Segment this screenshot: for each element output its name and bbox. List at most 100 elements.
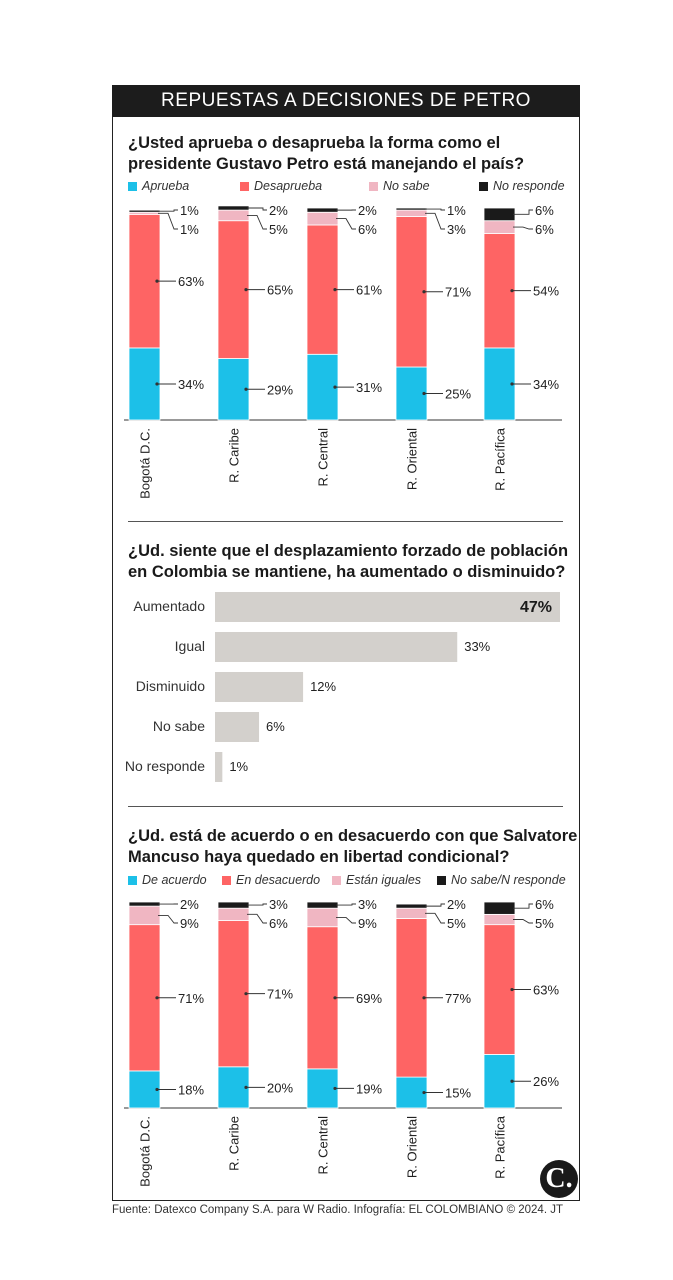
legend-label: De acuerdo: [142, 873, 207, 887]
category-label: R. Pacífica: [493, 427, 508, 491]
data-label: 54%: [533, 284, 559, 299]
label-leader-dot: [333, 385, 337, 389]
data-label: 34%: [178, 377, 204, 392]
category-label: R. Caribe: [227, 1116, 242, 1171]
data-label: 2%: [180, 897, 199, 912]
category-label: R. Oriental: [405, 428, 420, 490]
label-leader-dot: [244, 288, 248, 292]
category-label: R. Central: [316, 428, 331, 487]
bar-segment-de-acuerdo: [217, 1066, 250, 1109]
label-leader: [513, 226, 533, 230]
label-leader-dot: [333, 288, 337, 292]
data-label: 71%: [267, 987, 293, 1002]
data-label: 6%: [358, 222, 377, 237]
label-leader-dot: [510, 987, 514, 992]
chart1-stacked-bars: 34% 63% 1% 1% Bogotá D.C. 29% 65% 2% 5% R. Caribe…: [124, 203, 562, 499]
chart3-title-line1: ¿Ud. está de acuerdo o en desacuerdo con…: [128, 827, 578, 845]
label-leader: [158, 212, 178, 230]
section-divider: [128, 521, 563, 522]
data-label: 71%: [178, 991, 204, 1006]
bar-segment-no-sabe-n-responde: [306, 901, 339, 909]
bar-segment-en-desacuerdo: [395, 918, 428, 1078]
label-leader: [247, 207, 267, 211]
label-leader-dot: [244, 1085, 248, 1089]
chart3-legend-item-2: En desacuerdo: [222, 873, 320, 887]
bar-segment-aprueba: [306, 353, 339, 421]
chart1-title-line2: presidente Gustavo Petro está manejando …: [128, 155, 525, 173]
label-leader: [247, 903, 267, 906]
bar-segment-est-n-iguales: [306, 907, 339, 928]
label-leader: [513, 919, 533, 924]
chart1-title: ¿Usted aprueba o desaprueba la forma com…: [128, 133, 524, 175]
hbar: [215, 712, 260, 742]
label-leader: [513, 209, 533, 215]
legend-label: No responde: [493, 179, 565, 193]
bar-segment-no-sabe-n-responde: [483, 901, 516, 915]
chart3-title: ¿Ud. está de acuerdo o en desacuerdo con…: [128, 826, 577, 868]
label-leader: [513, 903, 533, 909]
data-label: 33%: [464, 639, 490, 654]
data-label: 9%: [358, 916, 377, 931]
legend-label: Aprueba: [142, 179, 190, 193]
category-label: No sabe: [153, 718, 205, 734]
category-label: Aumentado: [133, 598, 205, 614]
data-label: 34%: [533, 377, 559, 392]
bar-segment-no-sabe-n-responde: [217, 901, 250, 909]
data-label: 6%: [269, 916, 288, 931]
legend-swatch-pink: [332, 875, 341, 885]
legend-swatch-blue: [128, 875, 137, 885]
bar-segment-en-desacuerdo: [306, 926, 339, 1070]
label-leader: [336, 218, 356, 230]
category-label: Bogotá D.C.: [138, 428, 153, 499]
data-label: 31%: [356, 380, 382, 395]
data-label: 2%: [269, 203, 288, 218]
infographic-header: REPUESTAS A DECISIONES DE PETRO: [112, 85, 580, 117]
category-label: No responde: [125, 758, 205, 774]
data-label: 77%: [445, 991, 471, 1006]
label-leader-dot: [244, 992, 248, 996]
label-leader-dot: [422, 290, 426, 294]
data-label: 47%: [520, 599, 552, 616]
category-label: R. Caribe: [227, 428, 242, 483]
bar-segment-de-acuerdo: [306, 1068, 339, 1109]
label-leader-dot: [333, 1086, 337, 1091]
label-leader: [247, 214, 267, 230]
label-leader: [247, 913, 267, 924]
bar-segment-est-n-iguales: [128, 905, 161, 926]
data-label: 6%: [535, 897, 554, 912]
data-label: 1%: [229, 759, 248, 774]
label-leader-dot: [333, 996, 337, 1000]
bar-segment-aprueba: [483, 347, 516, 421]
legend-label: No sabe/N responde: [451, 873, 566, 887]
bar-segment-en-desacuerdo: [217, 920, 250, 1068]
chart1-title-line1: ¿Usted aprueba o desaprueba la forma com…: [128, 134, 501, 152]
label-leader-dot: [510, 289, 514, 293]
data-label: 2%: [358, 203, 377, 218]
data-label: 61%: [356, 283, 382, 298]
legend-label: En desacuerdo: [236, 873, 321, 887]
label-leader-dot: [155, 996, 159, 1000]
data-label: 65%: [267, 283, 293, 298]
chart2-title-line1: ¿Ud. siente que el desplazamiento forzad…: [128, 542, 569, 560]
bar-segment-desaprueba: [217, 220, 250, 359]
category-label: R. Pacífica: [493, 1115, 508, 1179]
chart1-legend-item-4: No responde: [479, 179, 565, 193]
label-leader: [425, 912, 445, 924]
data-label: 3%: [269, 897, 288, 912]
chart3-legend-item-1: De acuerdo: [128, 873, 207, 887]
bar-segment-de-acuerdo: [483, 1054, 516, 1109]
chart3-title-line2: Mancuso haya quedado en libertad condici…: [128, 848, 510, 866]
data-label: 63%: [533, 983, 559, 998]
data-label: 1%: [447, 203, 466, 218]
data-label: 5%: [269, 222, 288, 237]
category-label: Disminuido: [136, 678, 205, 694]
label-leader-dot: [155, 279, 159, 283]
data-label: 18%: [178, 1082, 204, 1097]
data-label: 1%: [180, 203, 199, 218]
legend-label: No sabe: [383, 179, 430, 193]
hbar: [215, 752, 223, 782]
hbar: [215, 632, 458, 662]
data-label: 3%: [358, 897, 377, 912]
data-label: 25%: [445, 387, 471, 402]
data-label: 20%: [267, 1080, 293, 1095]
